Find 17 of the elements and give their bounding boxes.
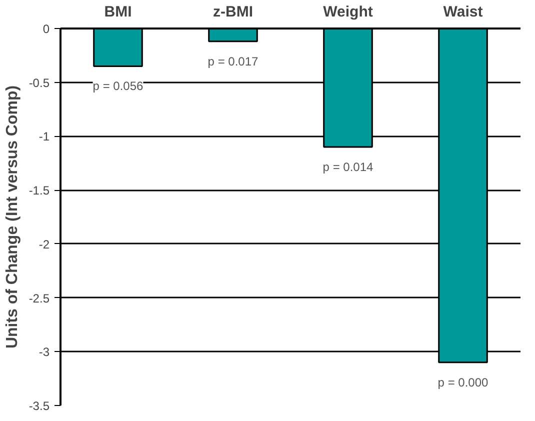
y-axis-title: Units of Change (Int versus Comp) [4,85,21,349]
y-tick-label: -0.5 [28,76,50,90]
x-tick-label: BMI [104,4,132,20]
y-tick-label: -2.5 [28,291,50,306]
annotation: p = 0.000 [438,375,489,390]
annotation: p = 0.056 [92,79,144,94]
y-tick-label: -3.5 [28,399,50,413]
x-tick-label: Weight [323,4,373,20]
y-tick-label: -1.5 [28,184,50,198]
x-tick-label: z-BMI [213,4,254,20]
annotation: p = 0.014 [322,160,374,174]
y-tick-label: -1 [38,130,50,144]
y-tick-label: 0 [42,22,50,36]
x-tick-label: Waist [443,4,483,20]
y-tick-label: -3 [38,345,50,360]
annotation: p = 0.017 [208,54,259,68]
y-tick-label: -2 [38,237,50,252]
